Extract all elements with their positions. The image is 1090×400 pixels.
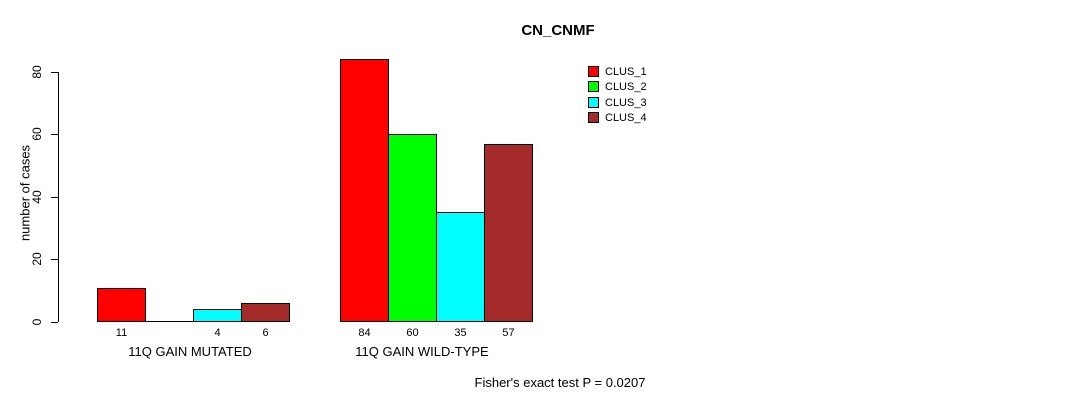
bar-clus_1-group1 [97, 288, 146, 322]
y-tick-mark [51, 72, 58, 73]
bar-clus_3-group1 [193, 309, 242, 322]
bar-clus_1-group2 [340, 59, 389, 322]
legend-swatch-clus_2 [588, 81, 599, 92]
bar-clus_4-group1 [241, 303, 290, 322]
bar-value-label: 6 [262, 327, 269, 339]
legend-label-clus_2: CLUS_2 [605, 81, 647, 93]
chart-title: CN_CNMF [521, 22, 595, 39]
bar-clus_3-group2 [436, 212, 485, 322]
y-tick-mark [51, 134, 58, 135]
y-tick-label: 60 [30, 127, 44, 141]
bar-value-label: 60 [406, 327, 419, 339]
legend-swatch-clus_4 [588, 112, 599, 123]
bar-value-label: 84 [358, 327, 371, 339]
group-label-2: 11Q GAIN WILD-TYPE [355, 344, 489, 359]
bar-clus_2-group1-zero [145, 321, 194, 322]
legend-swatch-clus_1 [588, 66, 599, 77]
legend-swatch-clus_3 [588, 97, 599, 108]
group-label-1: 11Q GAIN MUTATED [128, 344, 252, 359]
bar-clus_2-group2 [388, 134, 437, 322]
y-tick-label: 0 [30, 318, 44, 326]
bar-value-label: 4 [214, 327, 221, 339]
y-tick-label: 80 [30, 65, 44, 79]
y-tick-mark [51, 197, 58, 198]
annotation-text: Fisher's exact test P = 0.0207 [474, 375, 646, 390]
y-tick-label: 20 [30, 252, 44, 266]
bar-value-label: 11 [115, 327, 128, 339]
bar-value-label: 35 [454, 327, 467, 339]
legend-label-clus_4: CLUS_4 [605, 112, 647, 124]
bar-value-label: 57 [502, 327, 515, 339]
legend-label-clus_1: CLUS_1 [605, 66, 647, 78]
y-tick-mark [51, 259, 58, 260]
bar-clus_4-group2 [484, 144, 533, 322]
legend-label-clus_3: CLUS_3 [605, 97, 647, 109]
y-tick-mark [51, 322, 58, 323]
y-axis-line [58, 72, 59, 322]
y-tick-label: 40 [30, 190, 44, 204]
